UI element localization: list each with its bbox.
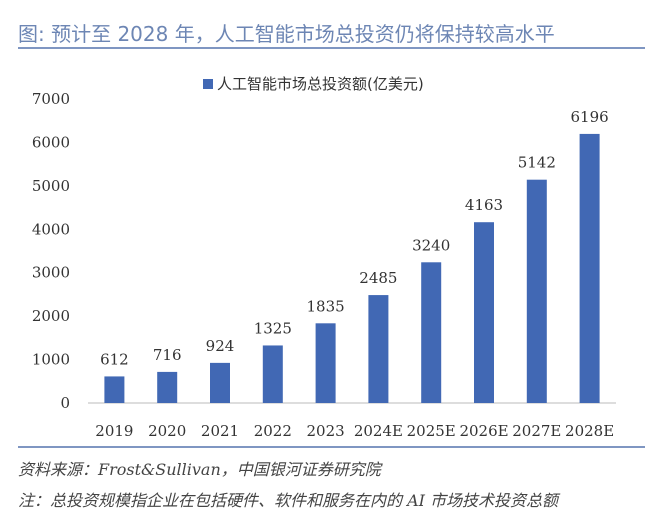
source-text: 资料来源：Frost&Sullivan，中国银河证券研究院 <box>18 460 381 479</box>
bar <box>474 222 494 403</box>
footer-rule <box>18 446 645 448</box>
bar <box>579 133 600 403</box>
bar-chart: 0 1000 2000 3000 4000 5000 6000 7000 612 2019 716 2… <box>32 75 616 440</box>
note-text: 注：总投资规模指企业在包括硬件、软件和服务在内的 AI 市场技术投资总额 <box>18 491 559 510</box>
bar <box>210 362 230 403</box>
y-tick-label: 3000 <box>32 264 70 282</box>
figure-title: 图: 预计至 2028 年，人工智能市场总投资仍将保持较高水平 <box>18 22 555 46</box>
legend-label: 人工智能市场总投资额(亿美元) <box>217 75 424 93</box>
x-tick-label: 2027E <box>512 422 561 440</box>
bar <box>104 376 125 403</box>
bar <box>421 262 442 403</box>
data-label: 3240 <box>412 236 450 254</box>
title-rule <box>18 47 645 49</box>
y-tick-label: 7000 <box>32 90 70 108</box>
bar <box>262 345 283 403</box>
y-tick-label: 5000 <box>32 177 70 195</box>
data-label: 612 <box>100 350 129 368</box>
data-label: 2485 <box>359 269 397 287</box>
y-tick-label: 0 <box>60 394 70 412</box>
x-tick-label: 2020 <box>148 422 186 440</box>
bar <box>315 323 336 403</box>
y-tick-label: 1000 <box>32 351 70 369</box>
x-tick-label: 2025E <box>407 422 456 440</box>
data-label: 716 <box>153 346 182 364</box>
x-tick-label: 2021 <box>201 422 239 440</box>
data-label: 6196 <box>571 108 609 126</box>
x-tick-label: 2026E <box>459 422 508 440</box>
y-tick-label: 2000 <box>32 307 70 325</box>
legend-swatch <box>203 79 213 89</box>
data-label: 5142 <box>518 154 556 172</box>
y-tick-label: 4000 <box>32 220 70 238</box>
x-tick-label: 2023 <box>307 422 345 440</box>
x-tick-label: 2019 <box>95 422 133 440</box>
data-label: 4163 <box>465 196 503 214</box>
bar <box>157 371 178 403</box>
x-tick-label: 2022 <box>254 422 292 440</box>
x-tick-label: 2028E <box>565 422 614 440</box>
data-label: 924 <box>206 337 235 355</box>
x-tick-label: 2024E <box>354 422 403 440</box>
data-label: 1835 <box>307 297 345 315</box>
y-tick-label: 6000 <box>32 133 70 151</box>
data-label: 1325 <box>254 319 292 337</box>
bar <box>368 295 389 403</box>
bar <box>526 179 547 403</box>
